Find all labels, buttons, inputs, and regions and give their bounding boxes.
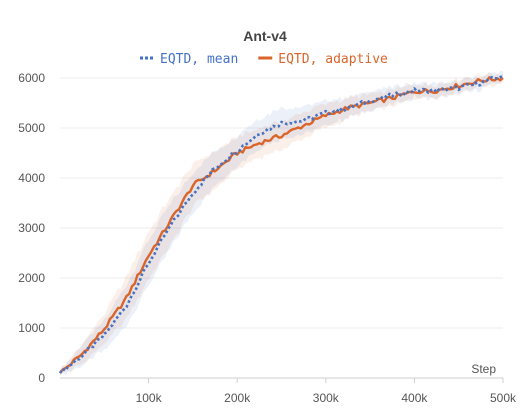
x-axis-label: Step	[471, 362, 496, 376]
series-lines	[58, 74, 504, 374]
legend: EQTD, mean EQTD, adaptive	[140, 52, 388, 67]
x-tick-label: 500k	[490, 391, 517, 405]
x-tick-label: 100k	[136, 391, 163, 405]
y-tick-label: 4000	[18, 171, 45, 185]
confidence-bands	[60, 70, 503, 376]
y-tick-label: 5000	[18, 121, 45, 135]
y-tick-label: 2000	[18, 271, 45, 285]
band-eqtd-adaptive	[60, 71, 503, 376]
x-tick-label: 300k	[313, 391, 340, 405]
series-line-eqtd-adaptive	[59, 76, 504, 374]
legend-label-eqtd-mean: EQTD, mean	[160, 52, 238, 67]
y-tick-label: 1000	[18, 321, 45, 335]
x-tick-labels: 100k 200k 300k 400k 500k	[136, 378, 517, 405]
legend-label-eqtd-adaptive: EQTD, adaptive	[278, 52, 388, 67]
series-line-eqtd-mean	[58, 74, 504, 374]
grid	[60, 77, 503, 329]
y-tick-label: 6000	[18, 71, 45, 85]
y-tick-labels: 0 1000 2000 3000 4000 5000 6000	[18, 71, 45, 385]
y-tick-label: 3000	[18, 221, 45, 235]
x-tick-label: 200k	[224, 391, 251, 405]
y-tick-label: 0	[38, 371, 45, 385]
x-tick-label: 400k	[401, 391, 428, 405]
band-eqtd-mean	[60, 70, 503, 376]
chart-title: Ant-v4	[243, 28, 287, 44]
